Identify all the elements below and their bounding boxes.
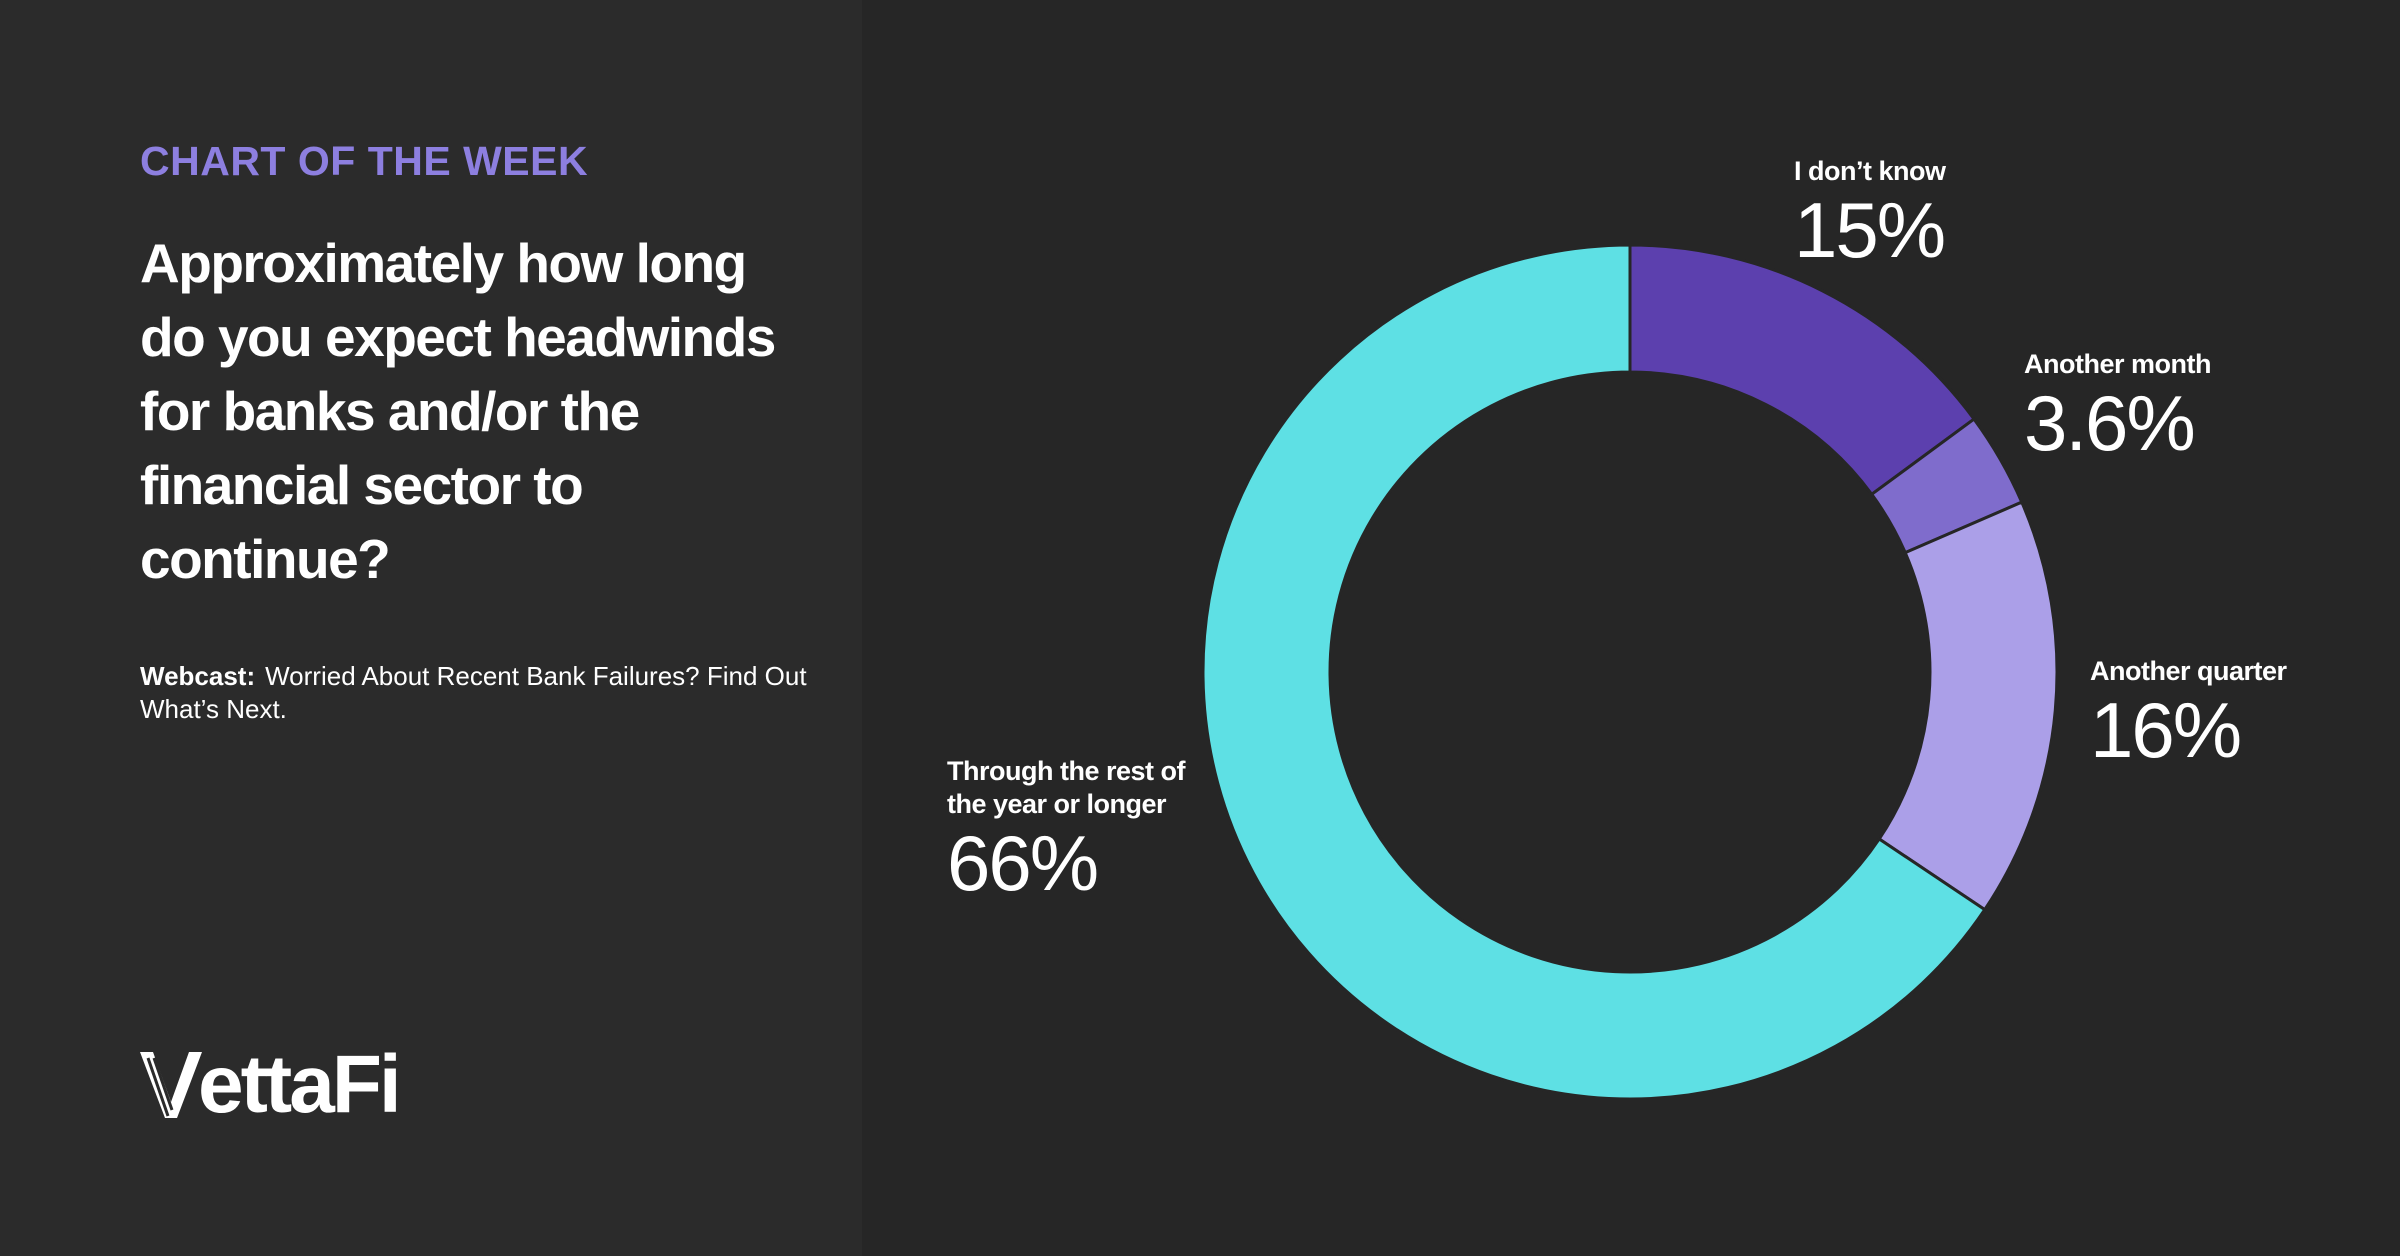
left-panel: CHART OF THE WEEK Approximately how long…	[0, 0, 862, 1256]
donut-chart-svg	[1201, 243, 2059, 1101]
vettafi-v-logo-icon	[140, 1052, 202, 1118]
slice-label-value: 15%	[1794, 186, 1946, 274]
eyebrow-title: CHART OF THE WEEK	[140, 138, 589, 184]
slice-label-name: Another month	[2024, 349, 2211, 379]
donut-slice-2	[1877, 500, 2059, 912]
label-another-month: Another month 3.6%	[2024, 348, 2211, 465]
webcast-label: Webcast:	[140, 661, 256, 691]
label-i-dont-know: I don’t know 15%	[1794, 155, 1946, 274]
slice-label-value: 66%	[947, 819, 1099, 907]
slice-label-name: I don’t know	[1794, 156, 1946, 186]
webcast-link[interactable]: Webcast: Worried About Recent Bank Failur…	[140, 660, 820, 726]
slice-label-value: 3.6%	[2024, 379, 2196, 467]
label-rest-of-year: Through the rest of the year or longer 6…	[947, 755, 1217, 905]
page-title: Approximately how long do you expect hea…	[140, 232, 776, 590]
webcast-title: Worried About Recent Bank Failures? Find…	[140, 661, 807, 724]
slice-label-name: Through the rest of the year or longer	[947, 756, 1185, 819]
vettafi-logo: ettaFi	[140, 1039, 402, 1130]
logo-wordmark: ettaFi	[198, 1039, 402, 1130]
donut-slice-3	[1201, 243, 1987, 1101]
label-another-quarter: Another quarter 16%	[2090, 655, 2287, 772]
slice-label-value: 16%	[2090, 686, 2242, 774]
donut-chart: I don’t know 15% Another month 3.6% Anot…	[862, 0, 2400, 1256]
slice-label-name: Another quarter	[2090, 656, 2287, 686]
